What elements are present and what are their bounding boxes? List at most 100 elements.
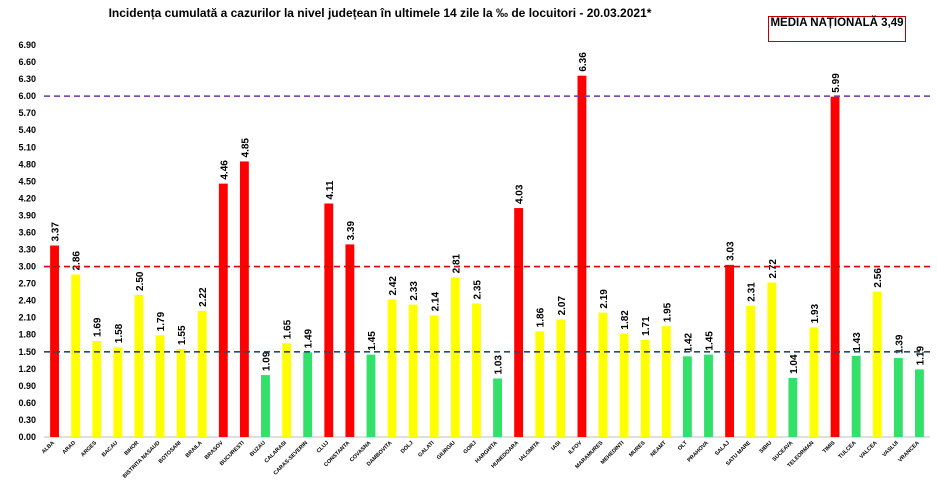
bar: [915, 369, 924, 437]
bar: [472, 303, 481, 437]
data-label: 3.03: [726, 241, 737, 261]
bar: [746, 305, 756, 437]
category-label: GORJ: [463, 440, 478, 455]
data-label: 1.45: [705, 331, 716, 351]
bar: [682, 356, 692, 437]
category-label: ILFOV: [568, 440, 584, 456]
category-label: MURES: [628, 440, 647, 459]
bar: [661, 326, 671, 437]
category-label: GIURGIU: [436, 440, 457, 461]
data-label: 3.37: [51, 222, 62, 242]
data-label: 2.31: [747, 282, 758, 302]
y-tick-label: 1.20: [18, 364, 36, 374]
data-label: 2.07: [557, 295, 568, 315]
data-label: 1.45: [367, 331, 378, 351]
bar: [71, 274, 81, 437]
data-label: 1.55: [177, 325, 188, 345]
bar: [872, 291, 882, 437]
bar: [50, 245, 59, 437]
category-label: IASI: [550, 440, 562, 452]
data-label: 2.56: [873, 268, 884, 288]
bar: [261, 375, 270, 437]
y-tick-label: 5.10: [18, 142, 36, 152]
bar: [134, 294, 144, 437]
data-label: 2.50: [135, 271, 146, 291]
data-label: 1.42: [683, 332, 694, 352]
y-tick-label: 5.70: [18, 108, 36, 118]
y-tick-label: 6.00: [18, 91, 36, 101]
category-label: OLT: [677, 440, 689, 452]
y-tick-label: 1.50: [18, 347, 36, 357]
category-label: PRAHOVA: [687, 440, 710, 463]
category-label: BUZAU: [249, 440, 267, 458]
bar: [851, 355, 861, 437]
data-label: 4.46: [219, 160, 230, 180]
category-label: IALOMITA: [518, 440, 541, 463]
data-label: 1.19: [915, 345, 926, 365]
data-label: 1.65: [283, 319, 294, 339]
bar: [640, 339, 650, 437]
category-label: BACAU: [101, 440, 119, 458]
data-label: 1.39: [894, 334, 905, 354]
data-label: 2.33: [409, 281, 420, 301]
category-label: CLUJ: [316, 440, 330, 454]
data-label: 1.71: [641, 316, 652, 336]
y-tick-label: 0.30: [18, 415, 36, 425]
bar: [767, 282, 777, 437]
y-tick-label: 2.10: [18, 313, 36, 323]
bar: [155, 335, 165, 437]
data-label: 1.43: [852, 332, 863, 352]
data-label: 1.04: [789, 354, 800, 374]
y-tick-label: 0.90: [18, 381, 36, 391]
bar: [113, 347, 123, 437]
y-tick-label: 4.50: [18, 176, 36, 186]
bar: [218, 183, 228, 437]
bar: [450, 277, 460, 437]
data-label: 2.35: [472, 280, 483, 300]
y-tick-label: 2.40: [18, 296, 36, 306]
y-tick-label: 0.00: [18, 432, 36, 442]
y-tick-label: 6.60: [18, 57, 36, 67]
category-label: BRASOV: [204, 440, 225, 461]
data-label: 1.03: [494, 355, 505, 375]
y-tick-label: 1.80: [18, 330, 36, 340]
data-label: 1.86: [536, 307, 547, 327]
bar: [92, 340, 102, 437]
data-label: 2.72: [768, 259, 779, 279]
y-tick-label: 6.90: [18, 40, 36, 50]
category-label: DOLJ: [400, 440, 415, 455]
bar: [514, 208, 524, 437]
data-label: 1.09: [262, 351, 273, 371]
category-label: ARAD: [62, 440, 77, 455]
data-label: 1.58: [114, 323, 125, 343]
category-label: ARGES: [80, 440, 98, 458]
data-label: 2.14: [430, 292, 441, 312]
bar: [282, 343, 292, 437]
category-label: VALCEA: [859, 440, 879, 460]
bar: [725, 264, 735, 437]
data-label: 4.03: [515, 184, 526, 204]
bar: [619, 333, 629, 437]
national-average-box: MEDIA NAȚIONALĂ 3,49: [768, 16, 906, 42]
category-label: VRANCEA: [897, 440, 920, 463]
bar: [493, 378, 502, 437]
data-label: 2.42: [388, 276, 399, 296]
data-label: 2.81: [451, 253, 462, 273]
bar: [535, 331, 545, 437]
category-label: TULCEA: [838, 440, 858, 460]
category-label: SIBIU: [759, 440, 774, 455]
category-label: BISTRITA NASAUD: [122, 440, 161, 479]
data-label: 1.49: [304, 328, 315, 348]
bar: [197, 310, 207, 437]
y-tick-label: 2.70: [18, 279, 36, 289]
chart-title: Incidența cumulată a cazurilor la nivel …: [108, 6, 652, 20]
data-label: 2.19: [599, 289, 610, 309]
bar: [324, 203, 334, 437]
category-label: BIHOR: [124, 440, 141, 457]
bar: [577, 75, 587, 438]
y-tick-label: 6.30: [18, 74, 36, 84]
data-label: 6.36: [578, 52, 589, 72]
bar: [788, 377, 798, 437]
